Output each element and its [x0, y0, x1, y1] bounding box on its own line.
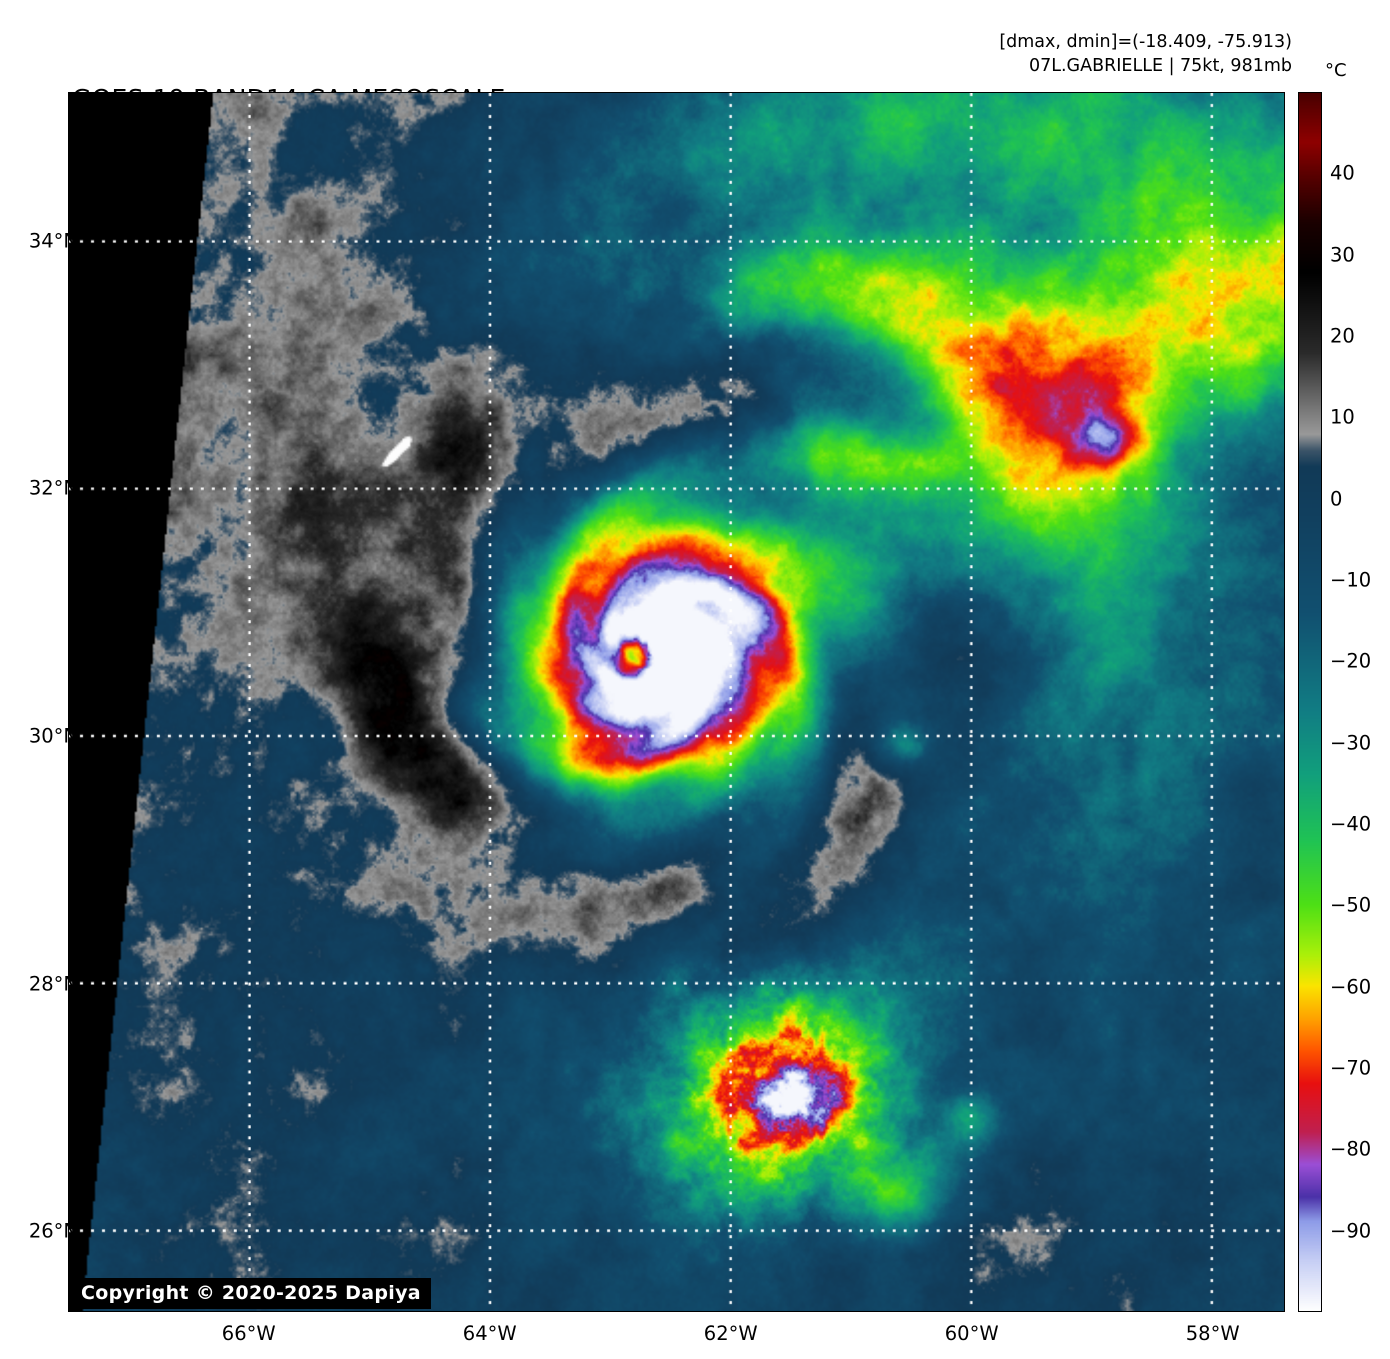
longitude-tick-label: 64°W: [462, 1322, 517, 1345]
dmax-dmin-label: [dmax, dmin]=(-18.409, -75.913): [999, 32, 1292, 52]
colorbar-tick-label: −30: [1330, 731, 1372, 755]
infrared-satellite-imagery: [69, 93, 1284, 1311]
colorbar-tick-label: −20: [1330, 649, 1372, 673]
colorbar-tick-label: −70: [1330, 1056, 1372, 1080]
longitude-tick-label: 66°W: [221, 1322, 276, 1345]
colorbar-gradient: [1299, 93, 1321, 1311]
colorbar-tick-label: −90: [1330, 1219, 1372, 1243]
satellite-image-plot[interactable]: Copyright © 2020-2025 Dapiya: [68, 92, 1285, 1312]
colorbar-tick-label: −60: [1330, 975, 1372, 999]
latitude-tick-label: 34°N: [28, 229, 78, 253]
latitude-tick-label: 32°N: [28, 476, 78, 500]
metadata-block: [dmax, dmin]=(-18.409, -75.913) 07L.GABR…: [999, 30, 1292, 78]
colorbar-tick-label: 40: [1330, 161, 1355, 185]
colorbar-tick-label: −50: [1330, 893, 1372, 917]
colorbar-tick-label: 30: [1330, 243, 1355, 267]
latitude-tick-label: 26°N: [28, 1219, 78, 1243]
storm-info-label: 07L.GABRIELLE | 75kt, 981mb: [1028, 56, 1292, 76]
colorbar-tick-label: −40: [1330, 812, 1372, 836]
colorbar-units-label: °C: [1325, 60, 1347, 81]
longitude-tick-label: 62°W: [703, 1322, 758, 1345]
colorbar-tick-label: 20: [1330, 324, 1355, 348]
latitude-tick-label: 28°N: [28, 972, 78, 996]
colorbar-tick-label: 10: [1330, 405, 1355, 429]
longitude-tick-label: 58°W: [1185, 1322, 1240, 1345]
temperature-colorbar[interactable]: [1298, 92, 1322, 1312]
colorbar-tick-label: −10: [1330, 568, 1372, 592]
colorbar-tick-label: −80: [1330, 1137, 1372, 1161]
longitude-tick-label: 60°W: [944, 1322, 999, 1345]
copyright-notice: Copyright © 2020-2025 Dapiya: [71, 1278, 431, 1309]
latitude-tick-label: 30°N: [28, 724, 78, 748]
colorbar-tick-label: 0: [1330, 487, 1343, 511]
